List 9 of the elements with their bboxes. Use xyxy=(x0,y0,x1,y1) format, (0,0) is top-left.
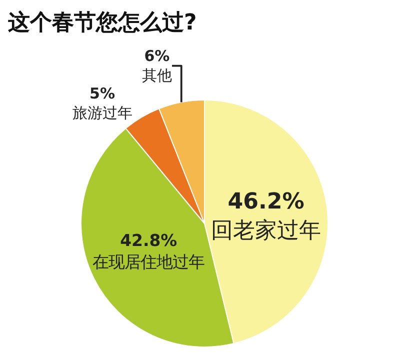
data-label: 5% xyxy=(90,84,115,103)
chart-title: 这个春节您怎么过? xyxy=(8,10,197,36)
data-label: 6% xyxy=(144,47,170,66)
slice-label: 在现居住地过年 xyxy=(92,252,205,272)
slice-label: 旅游过年 xyxy=(72,104,132,122)
data-label: 46.2% xyxy=(228,188,304,215)
data-label: 42.8% xyxy=(120,230,178,250)
slice-label: 其他 xyxy=(142,66,172,85)
slice-label: 回老家过年 xyxy=(211,217,322,244)
